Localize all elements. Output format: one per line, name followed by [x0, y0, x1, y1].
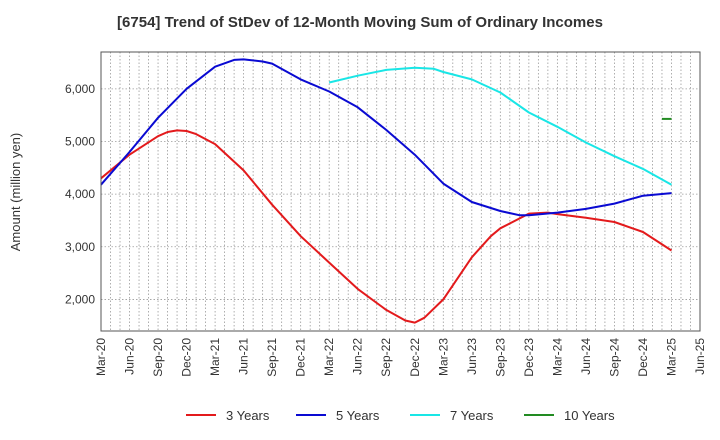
y-tick-label: 6,000 — [65, 82, 95, 96]
legend-swatch-5-years — [296, 414, 326, 416]
grid-lines — [101, 52, 700, 331]
x-tick-label: Mar-22 — [322, 338, 336, 376]
x-tick-label: Dec-20 — [180, 338, 194, 377]
x-tick-label: Sep-24 — [607, 338, 621, 377]
legend-item-10-years: 10 Years — [524, 405, 615, 425]
legend-swatch-7-years — [410, 414, 440, 416]
x-tick-label: Jun-24 — [579, 338, 593, 375]
x-tick-label: Mar-21 — [208, 338, 222, 376]
legend-label-5-years: 5 Years — [336, 407, 380, 423]
y-tick-label: 4,000 — [65, 187, 95, 201]
x-tick-label: Dec-24 — [636, 338, 650, 377]
y-tick-label: 5,000 — [65, 134, 95, 148]
legend-item-7-years: 7 Years — [410, 405, 493, 425]
x-tick-label: Dec-21 — [294, 338, 308, 377]
series-line-5-years — [100, 58, 672, 217]
x-tick-label: Mar-23 — [436, 338, 450, 376]
chart-title: [6754] Trend of StDev of 12-Month Moving… — [117, 14, 603, 31]
x-tick-label: Jun-23 — [465, 338, 479, 375]
legend-item-3-years: 3 Years — [186, 405, 269, 425]
legend-swatch-3-years — [186, 414, 216, 416]
x-tick-labels: Mar-20 Jun-20 Sep-20 Dec-20 Mar-21 Jun-21 Sep-… — [94, 338, 707, 377]
x-tick-label: Jun-25 — [693, 338, 707, 375]
x-tick-label: Sep-22 — [379, 338, 393, 377]
x-tick-label: Mar-24 — [550, 338, 564, 376]
legend: 3 Years 5 Years 7 Years 10 Years — [0, 405, 720, 425]
x-tick-label: Dec-22 — [408, 338, 422, 377]
x-tick-label: Mar-25 — [664, 338, 678, 376]
x-tick-label: Jun-22 — [351, 338, 365, 375]
x-tick-label: Jun-21 — [237, 338, 251, 375]
y-tick-labels: 2,000 3,000 4,000 5,000 6,000 — [65, 82, 95, 307]
y-tick-label: 2,000 — [65, 292, 95, 306]
x-tick-label: Mar-20 — [94, 338, 108, 376]
x-tick-label: Sep-21 — [265, 338, 279, 377]
legend-swatch-10-years — [524, 414, 554, 416]
legend-item-5-years: 5 Years — [296, 405, 379, 425]
y-axis-label: Amount (million yen) — [8, 133, 23, 252]
x-tick-label: Jun-20 — [123, 338, 137, 375]
legend-label-3-years: 3 Years — [226, 407, 270, 423]
x-tick-label: Sep-20 — [151, 338, 165, 377]
y-tick-label: 3,000 — [65, 240, 95, 254]
plot-frame — [100, 51, 701, 332]
legend-label-10-years: 10 Years — [564, 407, 615, 423]
x-tick-label: Sep-23 — [493, 338, 507, 377]
series-line-7-years — [328, 66, 672, 186]
series-lines — [100, 58, 673, 324]
x-tick-label: Dec-23 — [522, 338, 536, 377]
legend-label-7-years: 7 Years — [450, 407, 494, 423]
